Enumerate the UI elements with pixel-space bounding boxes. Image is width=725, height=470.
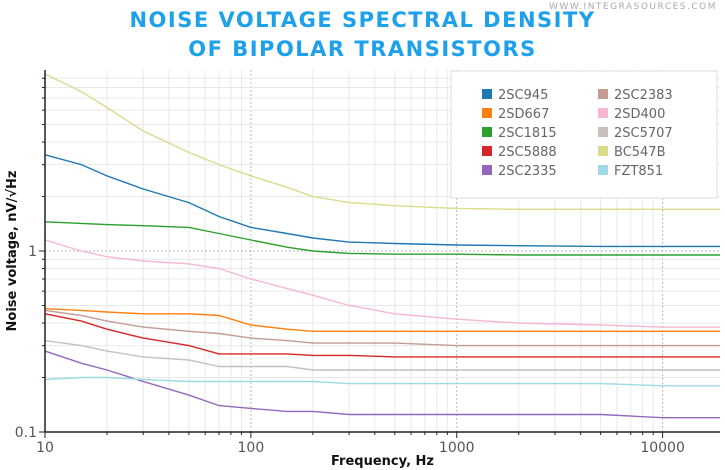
legend-swatch (598, 89, 608, 99)
title-line-1: NOISE VOLTAGE SPECTRAL DENSITY (129, 8, 596, 32)
series-line-2sd400 (44, 239, 720, 328)
series-line-fzt851 (44, 376, 720, 387)
legend-swatch (598, 127, 608, 137)
x-tick-label: 10000 (640, 440, 685, 456)
legend-swatch (598, 108, 608, 118)
legend-swatch (482, 127, 492, 137)
x-tick-label: 10 (36, 440, 54, 456)
series-line-2sc2383 (44, 309, 720, 347)
x-tick-label: 100 (238, 440, 265, 456)
legend-label: 2SC945 (498, 88, 548, 103)
series-line-2sc5707 (44, 339, 720, 371)
y-tick-label: 0.1 (15, 425, 37, 441)
series-line-2sc1815 (44, 221, 720, 256)
y-axis-label: Noise voltage, nV/√Hz (5, 171, 20, 332)
legend-box (450, 70, 718, 199)
series-line-bc547b (44, 73, 720, 211)
legend-label: 2SC2335 (498, 164, 557, 179)
title-line-2: OF BIPOLAR TRANSISTORS (188, 37, 537, 61)
legend-swatch (482, 146, 492, 156)
legend-label: 2SD667 (498, 107, 549, 122)
chart-title: NOISE VOLTAGE SPECTRAL DENSITY OF BIPOLA… (0, 6, 725, 64)
legend-swatch (598, 165, 608, 175)
legend: 2SC945 2SD667 2SC1815 2SC5888 2SC2335 2SC2383… (450, 70, 718, 199)
legend-label: 2SC5888 (498, 145, 557, 160)
series-line-2sc945 (44, 154, 720, 248)
legend-label: FZT851 (614, 164, 663, 179)
series-line-2sc2335 (44, 350, 720, 419)
series-line-2sc5888 (44, 313, 720, 358)
x-axis-label: Frequency, Hz (331, 454, 434, 469)
x-tick-label: 1000 (439, 440, 475, 456)
legend-label: BC547B (614, 145, 666, 160)
legend-swatch (482, 89, 492, 99)
legend-swatch (482, 108, 492, 118)
watermark: WWW.INTEGRASOURCES.COM (549, 2, 717, 12)
legend-label: 2SC5707 (614, 126, 673, 141)
y-tick-label: 1 (28, 244, 37, 260)
legend-label: 2SD400 (614, 107, 665, 122)
legend-swatch (482, 165, 492, 175)
legend-label: 2SC1815 (498, 126, 557, 141)
legend-label: 2SC2383 (614, 88, 673, 103)
series-line-2sd667 (44, 308, 720, 332)
legend-swatch (598, 146, 608, 156)
